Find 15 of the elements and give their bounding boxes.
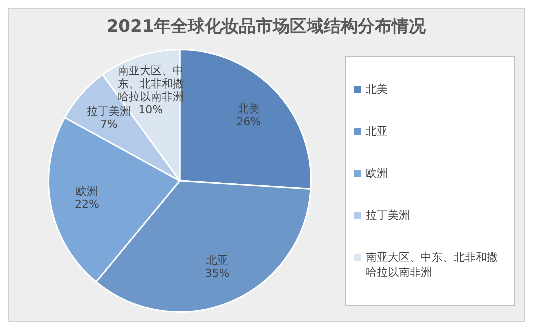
data-label: 7% bbox=[100, 118, 118, 131]
slice-label: 北美 bbox=[238, 102, 260, 116]
legend-label: 拉丁美洲 bbox=[366, 208, 410, 223]
data-label: 22% bbox=[74, 198, 100, 212]
legend-label: 北美 bbox=[366, 82, 388, 98]
legend-label: 北亚 bbox=[366, 124, 388, 140]
data-label: 26% bbox=[236, 116, 262, 129]
slice-label: 欧洲 bbox=[76, 185, 98, 198]
slice-label: 拉丁美洲 bbox=[87, 104, 132, 118]
data-label: 35% bbox=[205, 267, 230, 280]
legend-label: 欧洲 bbox=[366, 166, 388, 181]
chart-title: 2021年全球化妆品市场区域结构分布情况 bbox=[106, 16, 428, 39]
data-label: 10% bbox=[138, 103, 164, 116]
legend-label: 南亚大区、中东、北非和撒哈拉以南非洲 bbox=[366, 250, 499, 280]
slice-label: 北亚 bbox=[206, 254, 229, 268]
